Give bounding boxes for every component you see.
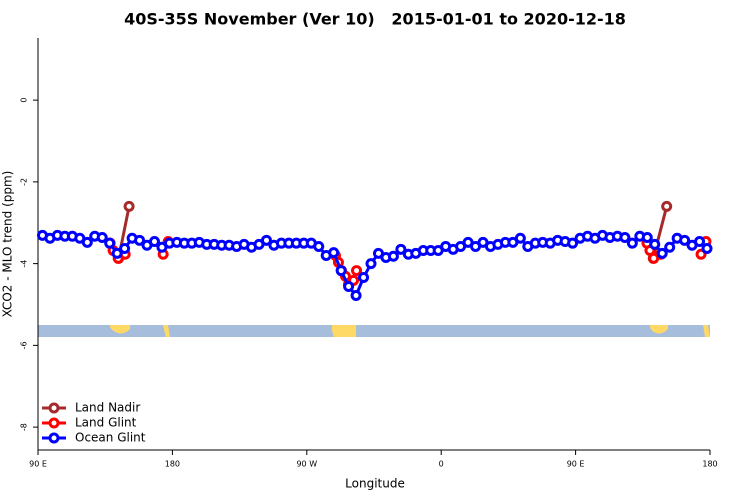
point (123, 200, 135, 212)
point (387, 250, 399, 262)
point (260, 234, 272, 246)
x-tick-label: 90 W (296, 460, 317, 469)
point (328, 247, 340, 259)
point (664, 241, 676, 253)
point (567, 237, 579, 249)
x-tick-label: 0 (439, 460, 444, 469)
y-tick-label: 0 (20, 98, 29, 103)
point (148, 236, 160, 248)
point (649, 238, 661, 250)
land-shape (331, 325, 356, 337)
ocean-strip (38, 325, 710, 337)
point (694, 236, 706, 248)
point (656, 247, 668, 259)
legend-label: Land Nadir (75, 401, 140, 415)
y-tick-label: -6 (20, 341, 29, 349)
point (350, 290, 362, 301)
land-shape (163, 325, 170, 337)
y-axis-label: XCO2 - MLO trend (ppm) (1, 171, 15, 318)
x-tick-label: 180 (165, 460, 180, 469)
legend-label: Land Glint (75, 416, 137, 430)
legend-marker (48, 417, 60, 429)
legend-marker (48, 432, 60, 444)
point (701, 242, 713, 254)
point (641, 231, 653, 243)
point (395, 243, 407, 255)
chart-title: 40S-35S November (Ver 10) 2015-01-01 to … (124, 10, 626, 29)
legend-marker (48, 402, 60, 414)
x-axis-label: Longitude (345, 477, 405, 491)
point (119, 242, 131, 254)
point (111, 247, 123, 259)
point (679, 234, 691, 246)
point (335, 265, 347, 277)
point (351, 265, 363, 277)
point (626, 237, 638, 249)
legend-label: Ocean Glint (75, 431, 146, 445)
y-tick-label: -8 (20, 423, 29, 431)
point (619, 231, 631, 243)
point (313, 240, 325, 252)
point (358, 272, 370, 284)
point (81, 236, 93, 248)
land-shape (650, 325, 668, 334)
point (96, 231, 108, 243)
map-strip (38, 325, 710, 337)
point (134, 234, 146, 246)
point (343, 281, 355, 293)
point (514, 232, 526, 244)
y-tick-label: -2 (20, 178, 29, 186)
series-line (108, 240, 708, 287)
point (365, 258, 377, 270)
land-shape (110, 325, 130, 334)
x-tick-label: 180 (702, 460, 717, 469)
y-tick-label: -4 (20, 260, 29, 268)
x-tick-label: 90 E (567, 460, 585, 469)
land-shape (703, 325, 710, 337)
point (661, 200, 673, 212)
point (104, 237, 116, 249)
x-tick-label: 90 E (29, 460, 47, 469)
